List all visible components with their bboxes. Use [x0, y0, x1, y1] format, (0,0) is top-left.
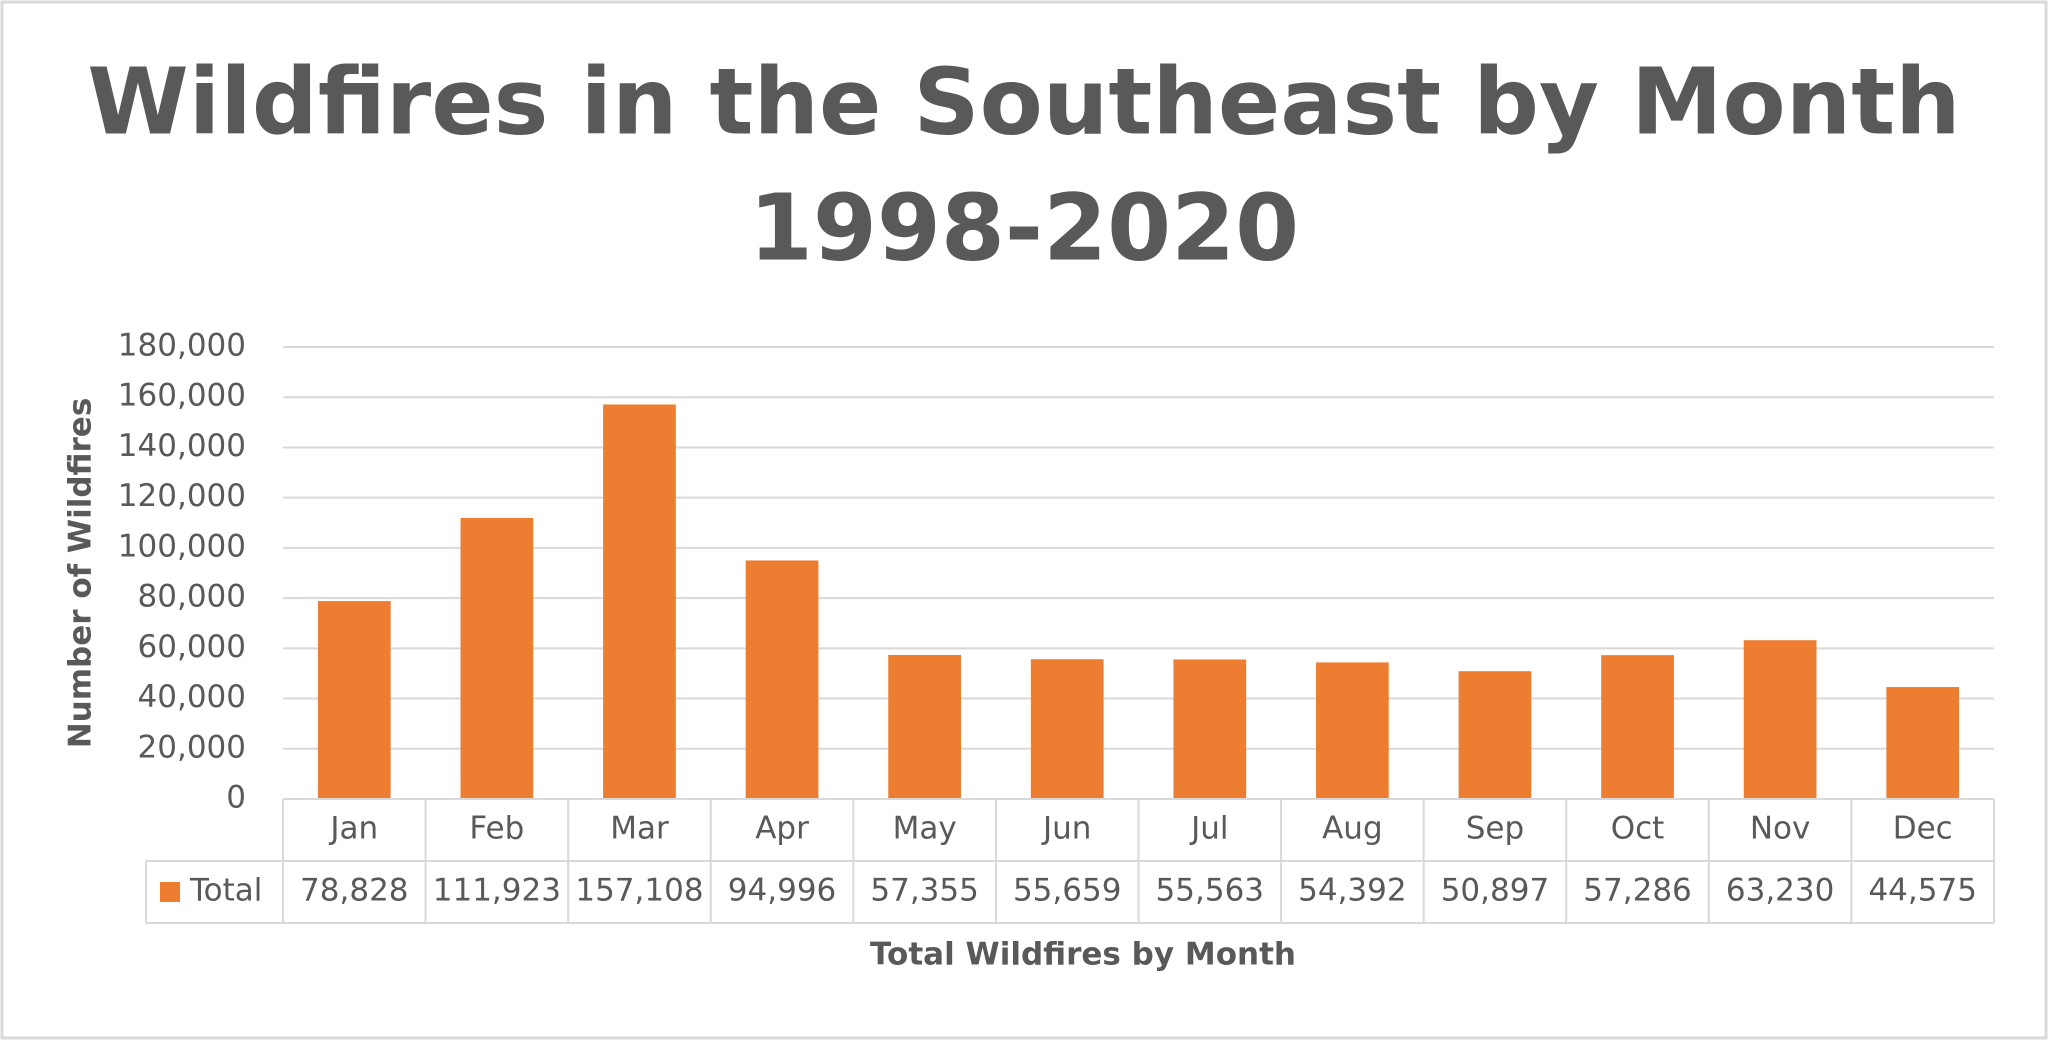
y-tick-label: 100,000	[118, 528, 246, 564]
table-value: 55,659	[1013, 873, 1121, 909]
y-tick-label: 0	[226, 780, 246, 816]
bar	[1458, 671, 1532, 799]
x-tick-label: May	[893, 811, 957, 847]
table-value: 94,996	[728, 873, 836, 909]
x-tick-label: Apr	[755, 811, 809, 847]
y-tick-label: 140,000	[118, 428, 246, 464]
bar	[1601, 655, 1674, 799]
table-value: 55,563	[1156, 873, 1264, 909]
table-value: 63,230	[1726, 873, 1834, 909]
y-tick-label: 40,000	[138, 679, 246, 715]
x-tick-label: Jul	[1189, 811, 1228, 847]
x-axis-title: Total Wildfires by Month	[870, 937, 1296, 973]
y-tick-label: 80,000	[138, 579, 246, 615]
table-value: 111,923	[433, 873, 561, 909]
table-value: 50,897	[1441, 873, 1549, 909]
table-value: 78,828	[300, 873, 408, 909]
bar	[603, 404, 676, 799]
y-axis-title: Number of Wildfires	[63, 398, 99, 749]
x-tick-label: Sep	[1466, 811, 1524, 847]
x-tick-label: Oct	[1611, 811, 1665, 847]
chart-subtitle: 1998-2020	[749, 174, 1299, 281]
y-tick-label: 20,000	[138, 729, 246, 765]
table-value: 54,392	[1298, 873, 1406, 909]
y-tick-label: 60,000	[138, 629, 246, 665]
x-tick-label: Dec	[1893, 811, 1953, 847]
x-tick-label: Feb	[469, 811, 524, 847]
bar	[1316, 662, 1389, 799]
bar	[1030, 659, 1104, 799]
y-tick-label: 180,000	[118, 328, 246, 364]
bar	[1743, 640, 1817, 799]
chart-title: Wildfires in the Southeast by Month	[87, 48, 1960, 155]
bar	[1886, 687, 1960, 799]
y-tick-label: 160,000	[118, 378, 246, 414]
legend-label: Total	[189, 873, 262, 909]
table-value: 57,355	[870, 873, 978, 909]
bar	[745, 560, 819, 799]
bar	[1173, 659, 1247, 799]
bar	[460, 517, 534, 799]
bar	[317, 601, 391, 799]
x-tick-label: Aug	[1322, 811, 1383, 847]
x-tick-label: Jan	[328, 811, 378, 847]
x-tick-label: Mar	[610, 811, 669, 847]
bar	[888, 654, 961, 799]
table-value: 157,108	[575, 873, 703, 909]
table-value: 44,575	[1868, 873, 1976, 909]
legend-swatch	[160, 882, 180, 902]
table-value: 57,286	[1583, 873, 1691, 909]
x-tick-label: Nov	[1750, 811, 1811, 847]
y-tick-label: 120,000	[118, 478, 246, 514]
x-tick-label: Jun	[1041, 811, 1091, 847]
